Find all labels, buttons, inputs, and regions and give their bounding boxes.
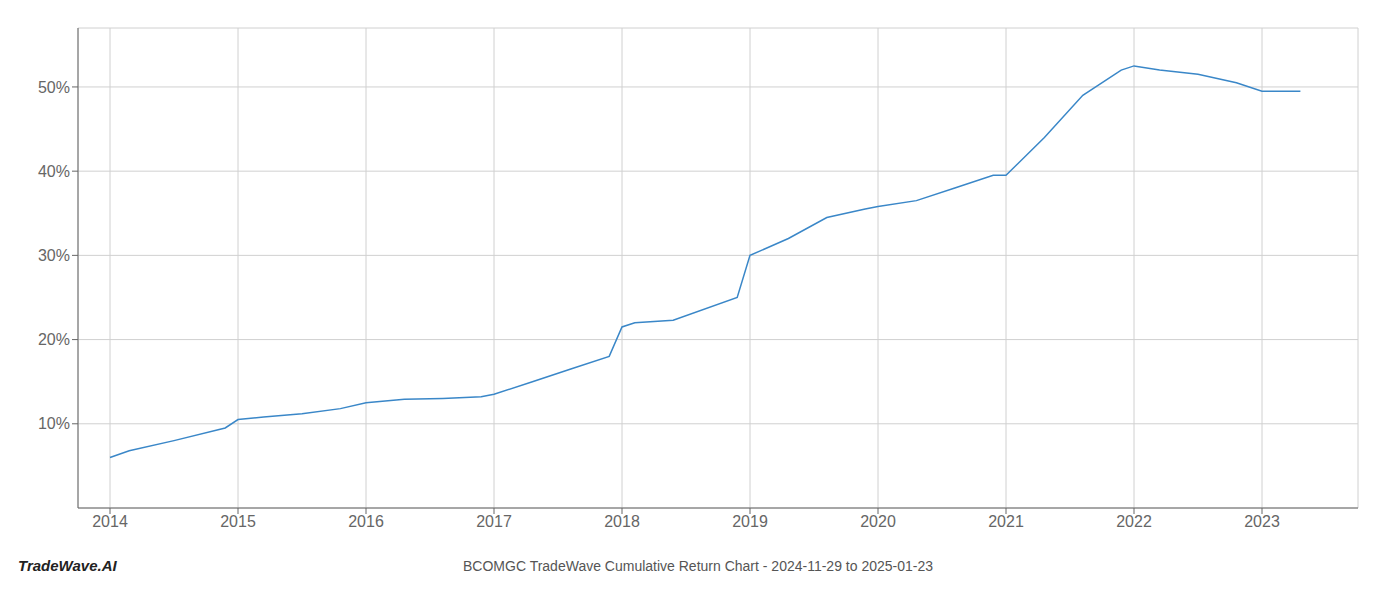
svg-text:30%: 30% <box>38 247 70 264</box>
svg-text:2023: 2023 <box>1244 513 1280 530</box>
svg-text:2019: 2019 <box>732 513 768 530</box>
svg-text:10%: 10% <box>38 415 70 432</box>
svg-text:40%: 40% <box>38 163 70 180</box>
svg-text:2018: 2018 <box>604 513 640 530</box>
svg-text:2015: 2015 <box>220 513 256 530</box>
svg-text:2016: 2016 <box>348 513 384 530</box>
html-text:BCOMGC TradeWave Cumulative Re: BCOMGC TradeWave Cumulative Return Chart… <box>463 558 933 574</box>
svg-text:20%: 20% <box>38 331 70 348</box>
svg-text:2017: 2017 <box>476 513 512 530</box>
svg-text:2021: 2021 <box>988 513 1024 530</box>
svg-text:2020: 2020 <box>860 513 896 530</box>
svg-text:2014: 2014 <box>92 513 128 530</box>
html-text:TradeWave.AI: TradeWave.AI <box>18 557 117 574</box>
svg-text:50%: 50% <box>38 79 70 96</box>
svg-text:2022: 2022 <box>1116 513 1152 530</box>
